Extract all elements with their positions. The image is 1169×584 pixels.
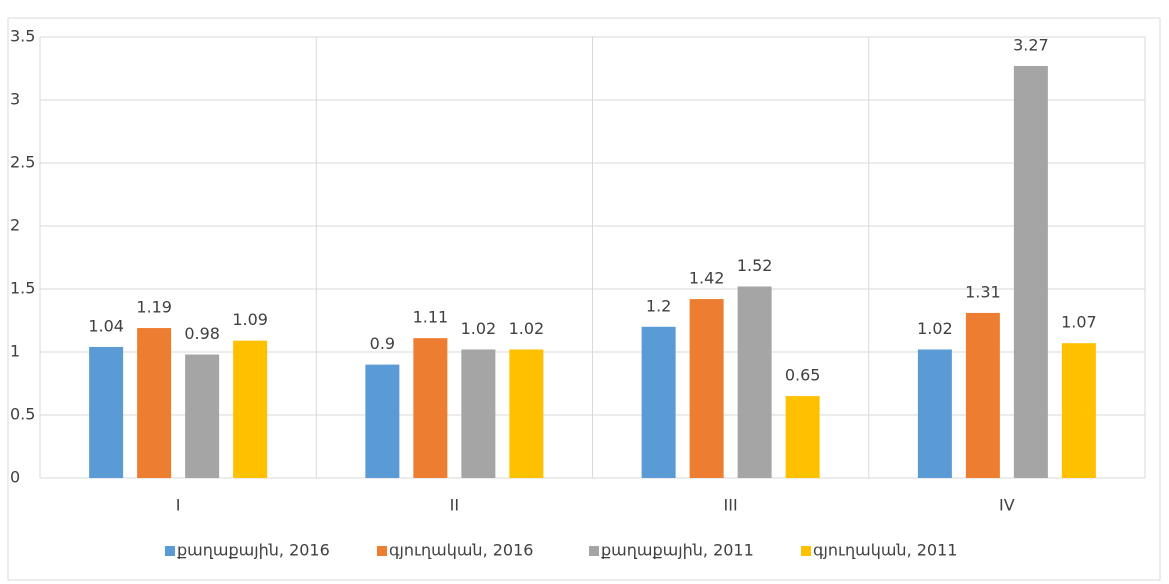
x-tick-label: IV [999, 496, 1015, 515]
bar [89, 346, 124, 478]
value-label: 1.02 [509, 319, 545, 338]
value-label: 1.02 [461, 319, 497, 338]
legend-label: քաղաքային, 2016 [177, 541, 330, 560]
value-label: 1.2 [646, 296, 671, 315]
bar [965, 312, 1000, 478]
value-label: 0.65 [785, 366, 821, 385]
bar [365, 364, 400, 478]
bar [185, 354, 220, 478]
value-label: 1.19 [136, 298, 172, 317]
y-tick-label: 3 [10, 90, 20, 109]
legend-label: գյուղական, 2011 [813, 541, 957, 560]
value-label: 1.02 [917, 319, 953, 338]
bar [413, 338, 448, 478]
bar [137, 328, 172, 478]
y-tick-label: 0.5 [10, 405, 35, 424]
value-label: 1.09 [232, 310, 268, 329]
bar [785, 396, 820, 478]
legend-label: գյուղական, 2016 [389, 541, 533, 560]
value-label: 1.31 [965, 282, 1001, 301]
value-label: 1.42 [689, 269, 725, 288]
bar [689, 299, 724, 478]
x-tick-label: I [176, 496, 181, 515]
legend-swatch [589, 546, 599, 556]
x-tick-label: III [724, 496, 738, 515]
legend-swatch [377, 546, 387, 556]
value-label: 1.52 [737, 256, 773, 275]
legend-label: քաղաքային, 2011 [601, 541, 754, 560]
value-label: 1.07 [1061, 313, 1097, 332]
value-label: 0.9 [370, 334, 395, 353]
bar [737, 286, 772, 478]
bar [233, 340, 268, 478]
y-tick-label: 3.5 [10, 27, 35, 46]
bar [509, 349, 544, 478]
bar [1061, 343, 1096, 478]
value-label: 1.04 [88, 316, 124, 335]
bar [461, 349, 496, 478]
y-tick-label: 1.5 [10, 279, 35, 298]
value-label: 0.98 [184, 324, 220, 343]
y-tick-label: 2.5 [10, 153, 35, 172]
bar [641, 326, 676, 478]
chart-frame [7, 17, 1161, 581]
y-tick-label: 2 [10, 216, 20, 235]
y-tick-label: 0 [10, 468, 20, 487]
legend-swatch [165, 546, 175, 556]
legend-swatch [801, 546, 811, 556]
value-label: 3.27 [1013, 35, 1049, 54]
x-tick-label: II [450, 496, 459, 515]
value-label: 1.11 [413, 308, 449, 327]
bar [1013, 65, 1048, 478]
bar [917, 349, 952, 478]
y-tick-label: 1 [10, 342, 20, 361]
